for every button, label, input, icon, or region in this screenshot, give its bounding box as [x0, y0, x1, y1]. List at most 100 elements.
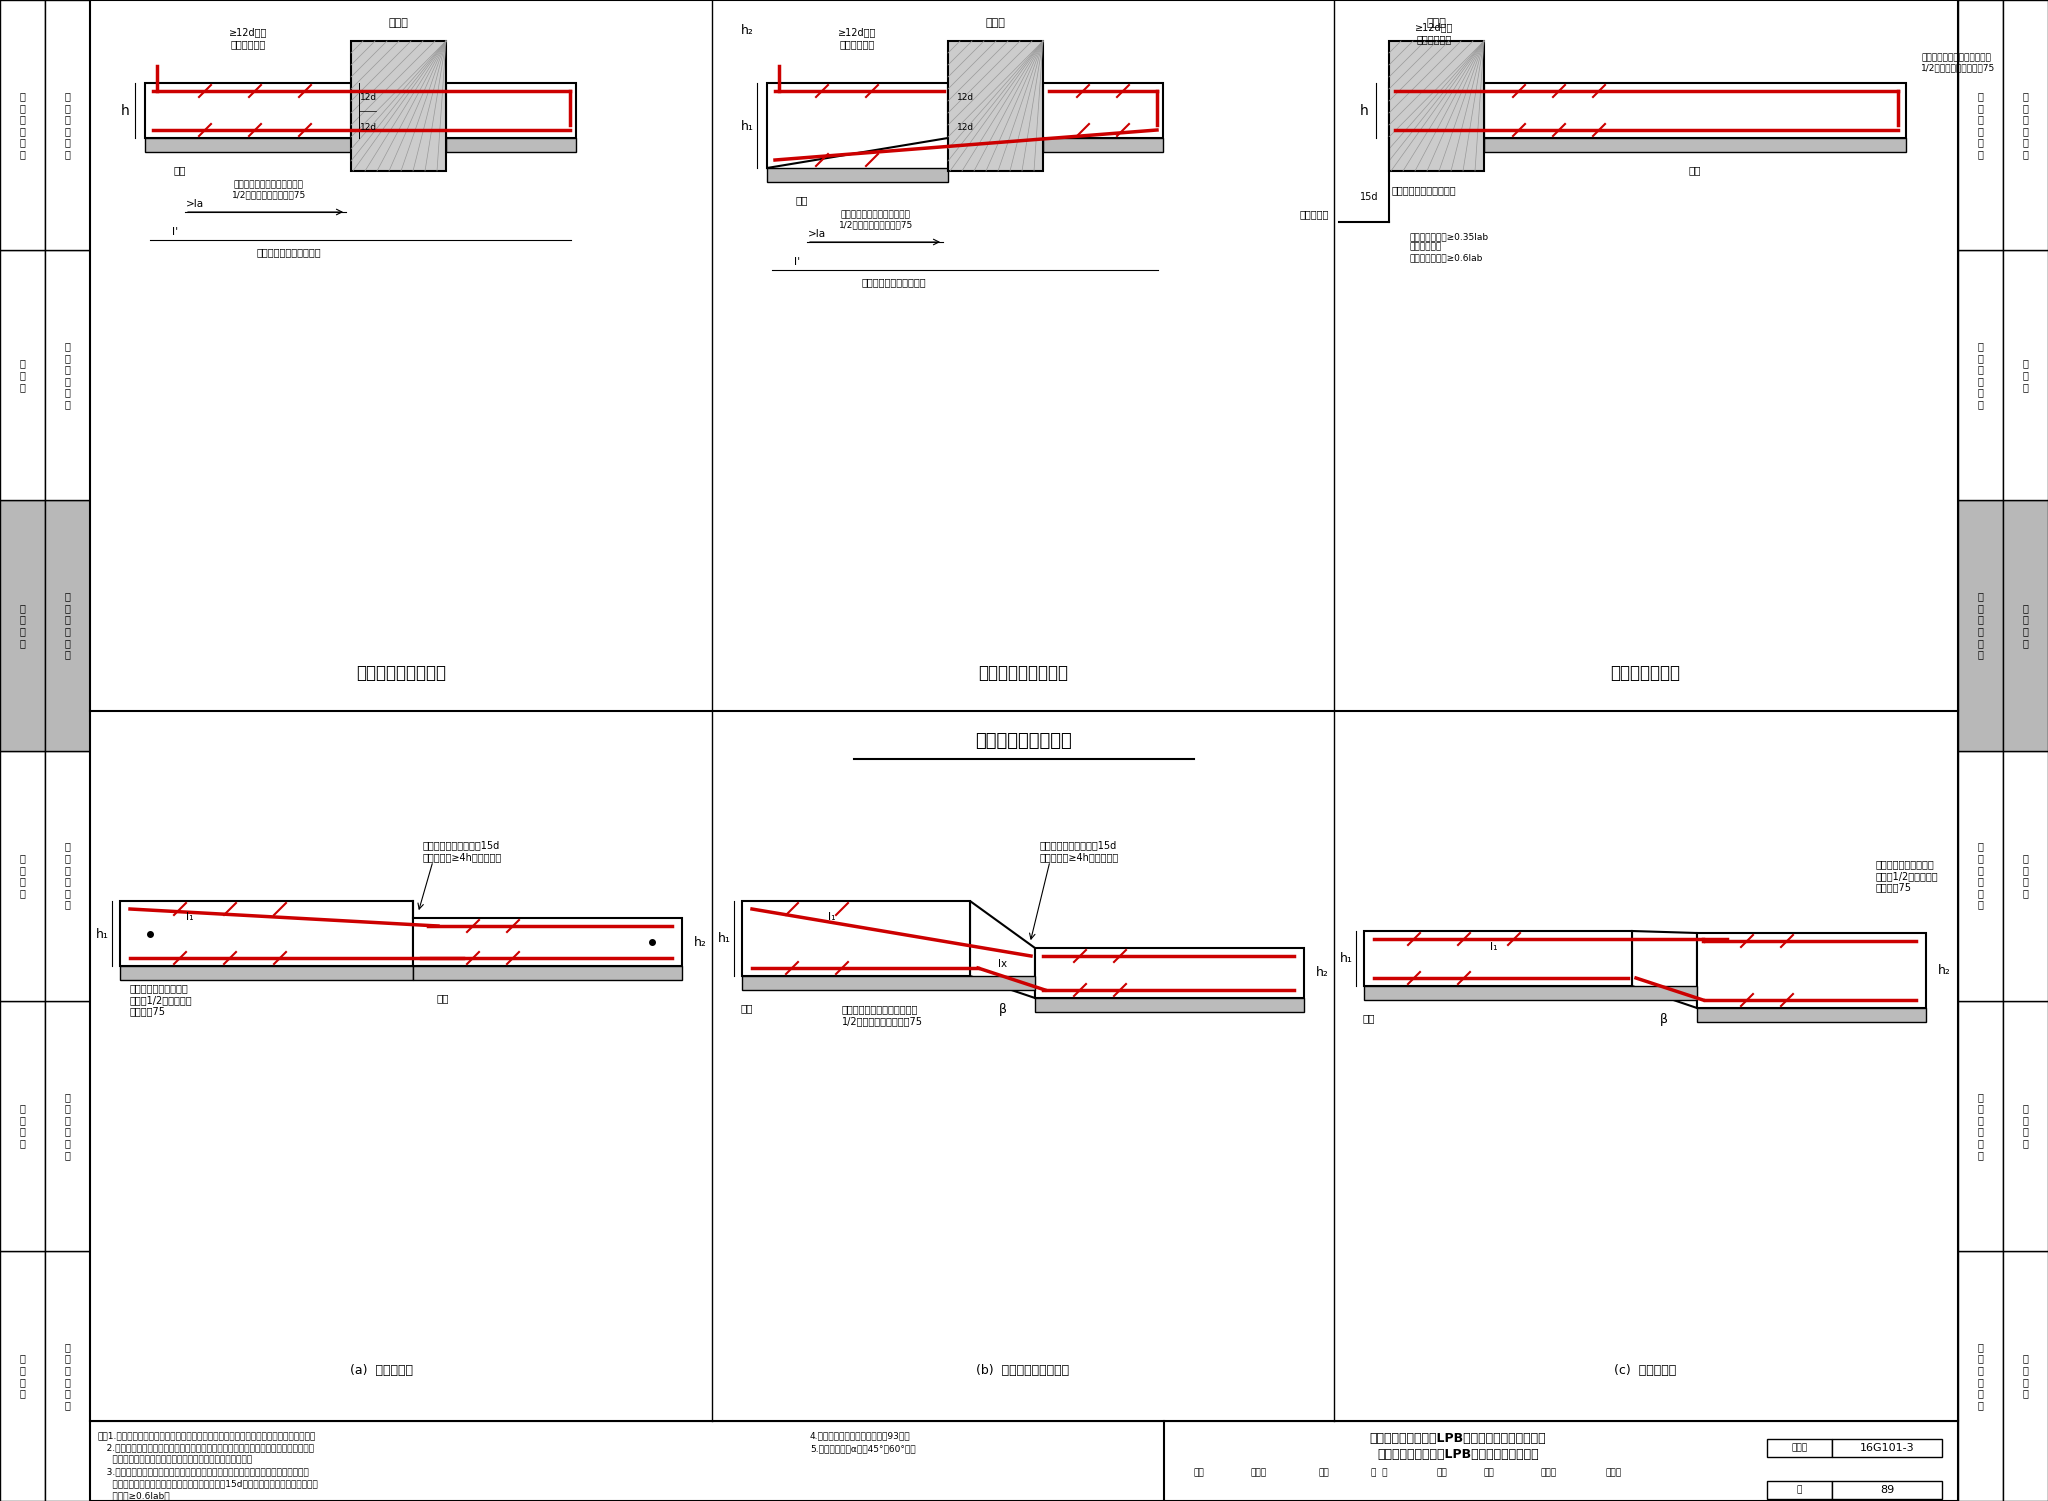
Text: 伊彦刚: 伊彦刚 [1606, 1468, 1622, 1477]
Text: 4.板外边缘封边构造见本图集第93页。: 4.板外边缘封边构造见本图集第93页。 [811, 1430, 911, 1439]
Bar [2003, 0, 2048, 251]
Bar [0, 1001, 45, 1250]
Bar [45, 500, 90, 750]
Bar [145, 83, 350, 138]
Bar [2003, 251, 2048, 500]
Text: 条
形
基
础: 条 形 基 础 [18, 853, 25, 898]
Text: 设计按铰接时：≥0.35lab
充分利用钢筋
的抗拉强度时：≥0.6lab: 设计按铰接时：≥0.35lab 充分利用钢筋 的抗拉强度时：≥0.6lab [1409, 233, 1489, 261]
Text: h₂: h₂ [694, 935, 707, 949]
Text: 桩
基
础: 桩 基 础 [2021, 359, 2028, 392]
Text: 标
准
构
造
详
图: 标 准 构 造 详 图 [63, 1091, 70, 1160]
Text: 桩
基
础: 桩 基 础 [18, 359, 25, 392]
Text: h: h [1360, 104, 1368, 119]
Bar [2003, 500, 2048, 750]
Text: l': l' [172, 227, 178, 237]
Bar [1833, 1481, 1942, 1499]
Text: 板的第一根筋，距基础
梁边为1/2板筋间距，
且不大于75: 板的第一根筋，距基础 梁边为1/2板筋间距， 且不大于75 [1876, 860, 1939, 893]
Text: 板的第一根筋，距基础
梁边为1/2板筋间距，
且不大于75: 板的第一根筋，距基础 梁边为1/2板筋间距， 且不大于75 [129, 983, 193, 1016]
Bar [0, 500, 45, 750]
Text: 校对: 校对 [1319, 1468, 1329, 1477]
Bar [1958, 500, 2003, 750]
Text: l₁: l₁ [186, 913, 195, 922]
Text: 何喜明: 何喜明 [1540, 1468, 1556, 1477]
Text: 页: 页 [1796, 1486, 1802, 1495]
Text: 独
立
基
础: 独 立 基 础 [18, 1103, 25, 1148]
Text: 板的第一根筋，距基础梁边为
1/2板筋间距，且不大于75: 板的第一根筋，距基础梁边为 1/2板筋间距，且不大于75 [842, 1004, 924, 1025]
Text: h: h [121, 104, 129, 119]
Text: 注：1.基础平板同一层面的交叉纵筋，何向纵筋在下，何向纵筋在上，应按具体设计说明。: 注：1.基础平板同一层面的交叉纵筋，何向纵筋在下，何向纵筋在上，应按具体设计说明… [98, 1430, 315, 1439]
Text: 一
般
构
造: 一 般 构 造 [18, 1354, 25, 1399]
Bar [1364, 986, 1698, 1000]
Text: 梁板式筏形基础平板LPB端部与外伸部位钢筋构造: 梁板式筏形基础平板LPB端部与外伸部位钢筋构造 [1370, 1432, 1546, 1444]
Bar [145, 138, 350, 152]
Text: 12d: 12d [956, 93, 975, 102]
Text: 施工方参照本图构造方式时，应提供相应改动的变更说明。: 施工方参照本图构造方式时，应提供相应改动的变更说明。 [98, 1454, 252, 1463]
Text: 标
准
构
造
详
图: 标 准 构 造 详 图 [63, 341, 70, 410]
Text: 筏
形
基
础: 筏 形 基 础 [2021, 603, 2028, 648]
Text: 审核: 审核 [1194, 1468, 1204, 1477]
Text: h₂: h₂ [741, 24, 754, 38]
Text: 垫层: 垫层 [1690, 165, 1702, 176]
Bar [121, 901, 414, 967]
Bar [414, 967, 682, 980]
Text: 梁板式筏形基础平板LPB变截面部位钢筋构造: 梁板式筏形基础平板LPB变截面部位钢筋构造 [1376, 1448, 1538, 1462]
Bar [1042, 138, 1163, 152]
Text: 设计: 设计 [1483, 1468, 1495, 1477]
Bar [0, 251, 45, 500]
Text: 尤天直: 尤天直 [1251, 1468, 1268, 1477]
Text: h₂: h₂ [1937, 965, 1950, 977]
Text: 变截面部位钢筋构造: 变截面部位钢筋构造 [975, 732, 1073, 750]
Text: 梁或墙: 梁或墙 [985, 18, 1006, 29]
Polygon shape [971, 901, 1034, 998]
Bar [1364, 931, 1632, 986]
Text: 16G101-3: 16G101-3 [1860, 1442, 1915, 1453]
Bar [1767, 1439, 1833, 1457]
Bar [350, 41, 446, 171]
Bar [446, 138, 575, 152]
Bar [1034, 998, 1305, 1012]
Text: 标
准
构
造
详
图: 标 准 构 造 详 图 [63, 591, 70, 659]
Text: h₁: h₁ [717, 932, 731, 946]
Bar [1389, 41, 1485, 171]
Text: 标
准
构
造
详
图: 标 准 构 造 详 图 [1976, 341, 1982, 410]
Bar [1833, 1439, 1942, 1457]
Text: 端部等截面外伸构造: 端部等截面外伸构造 [356, 663, 446, 681]
Bar [768, 168, 948, 182]
Text: 一
般
构
造: 一 般 构 造 [2021, 1354, 2028, 1399]
Bar [90, 1421, 1958, 1501]
Text: l₁: l₁ [827, 913, 836, 922]
Text: 垫层: 垫层 [741, 1003, 754, 1013]
Text: >la: >la [186, 200, 205, 209]
Bar [45, 750, 90, 1001]
Text: 垫层: 垫层 [436, 994, 449, 1003]
Bar [1767, 1481, 1833, 1499]
Bar [1034, 949, 1305, 998]
Bar [45, 251, 90, 500]
Text: 板的第一根筋，距基础梁边为
1/2板筋间距，且不大于75: 板的第一根筋，距基础梁边为 1/2板筋间距，且不大于75 [1921, 54, 1995, 72]
Text: β: β [999, 1004, 1008, 1016]
Bar [45, 1001, 90, 1250]
Text: 底部非贯通纵筋伸出长度: 底部非贯通纵筋伸出长度 [1393, 185, 1456, 195]
Text: 5.板底离差坡度α可为45°或60°角。: 5.板底离差坡度α可为45°或60°角。 [811, 1444, 915, 1453]
Text: 标
准
构
造
详
图: 标 准 构 造 详 图 [63, 92, 70, 159]
Bar [1958, 1250, 2003, 1501]
Bar [741, 976, 1034, 991]
Text: 标
准
构
造
详
图: 标 准 构 造 详 图 [1976, 591, 1982, 659]
Bar [948, 41, 1042, 171]
Text: 长度应≥0.6lab。: 长度应≥0.6lab。 [98, 1490, 170, 1499]
Text: 垫层: 垫层 [797, 195, 809, 206]
Bar [1958, 0, 2003, 251]
Text: 板的第一根筋，距基础梁边为
1/2板筋间距，且不大于75: 板的第一根筋，距基础梁边为 1/2板筋间距，且不大于75 [231, 180, 305, 200]
Text: h₁: h₁ [741, 120, 754, 132]
Bar [1042, 83, 1163, 138]
Text: 伸至尽端钢筋内侧弯折15d
当直段长度≥4h时可不弯折: 伸至尽端钢筋内侧弯折15d 当直段长度≥4h时可不弯折 [424, 841, 502, 862]
Text: 板的第一根筋，距基础梁边为
1/2板筋间距，且不大于75: 板的第一根筋，距基础梁边为 1/2板筋间距，且不大于75 [838, 210, 913, 230]
Bar [2003, 1250, 2048, 1501]
Text: 3.端部等（变）截面外伸构造中，当从基础主梁（墙）内边算起的外伸长度不满足直: 3.端部等（变）截面外伸构造中，当从基础主梁（墙）内边算起的外伸长度不满足直 [98, 1466, 309, 1475]
Text: lx: lx [999, 959, 1008, 970]
Text: l': l' [795, 257, 801, 267]
Text: 12d: 12d [956, 123, 975, 132]
Text: 垫层: 垫层 [1362, 1013, 1376, 1024]
Text: 图集号: 图集号 [1792, 1444, 1808, 1453]
Text: 底部非贯通纵筋伸出长度: 底部非贯通纵筋伸出长度 [862, 278, 926, 287]
